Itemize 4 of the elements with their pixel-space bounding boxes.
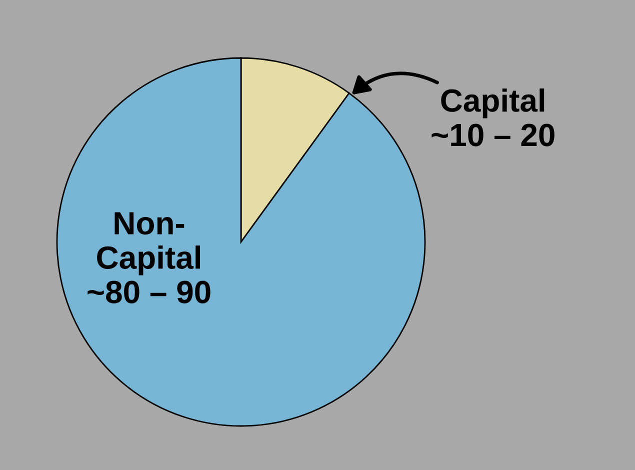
data-label: ~10 – 20 (432, 124, 554, 146)
slice-label: Capital (441, 88, 544, 118)
slice-label: Non-Capital (97, 212, 200, 276)
data-label: ~80 – 90 (88, 280, 210, 304)
